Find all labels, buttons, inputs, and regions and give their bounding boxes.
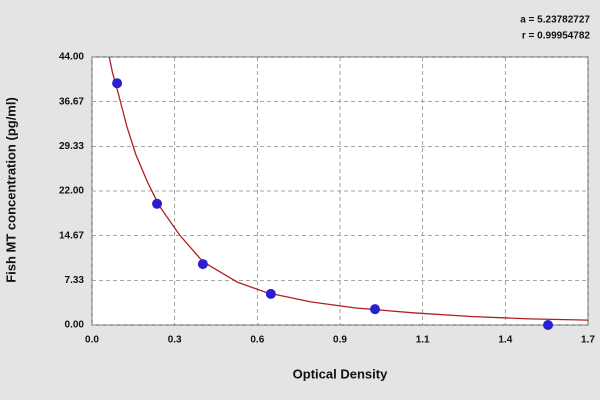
x-tick-label: 1.1 [416,335,430,346]
data-point [112,78,123,89]
y-tick-label: 29.33 [59,141,84,152]
y-tick-label: 44.00 [59,52,84,63]
data-point [265,288,276,299]
y-tick-label: 0.00 [65,320,85,331]
data-point [152,198,163,209]
x-tick-label: 1.4 [498,335,512,346]
y-axis-title: Fish MT concentration (pg/ml) [3,97,18,283]
x-axis-title: Optical Density [293,366,388,381]
x-tick-label: 1.7 [581,335,595,346]
data-point [370,304,381,315]
x-tick-label: 0.3 [168,335,182,346]
y-tick-label: 14.67 [59,230,84,241]
x-tick-label: 0.9 [333,335,347,346]
annotation: r = 0.99954782 [522,31,591,42]
y-tick-label: 36.67 [59,96,84,107]
annotation: a = 5.23782727 [520,15,590,26]
x-tick-label: 0.0 [85,335,99,346]
y-tick-label: 22.00 [59,186,84,197]
data-point [197,259,208,270]
data-point [543,320,554,330]
y-tick-label: 7.33 [65,275,85,286]
x-tick-label: 0.6 [250,335,264,346]
